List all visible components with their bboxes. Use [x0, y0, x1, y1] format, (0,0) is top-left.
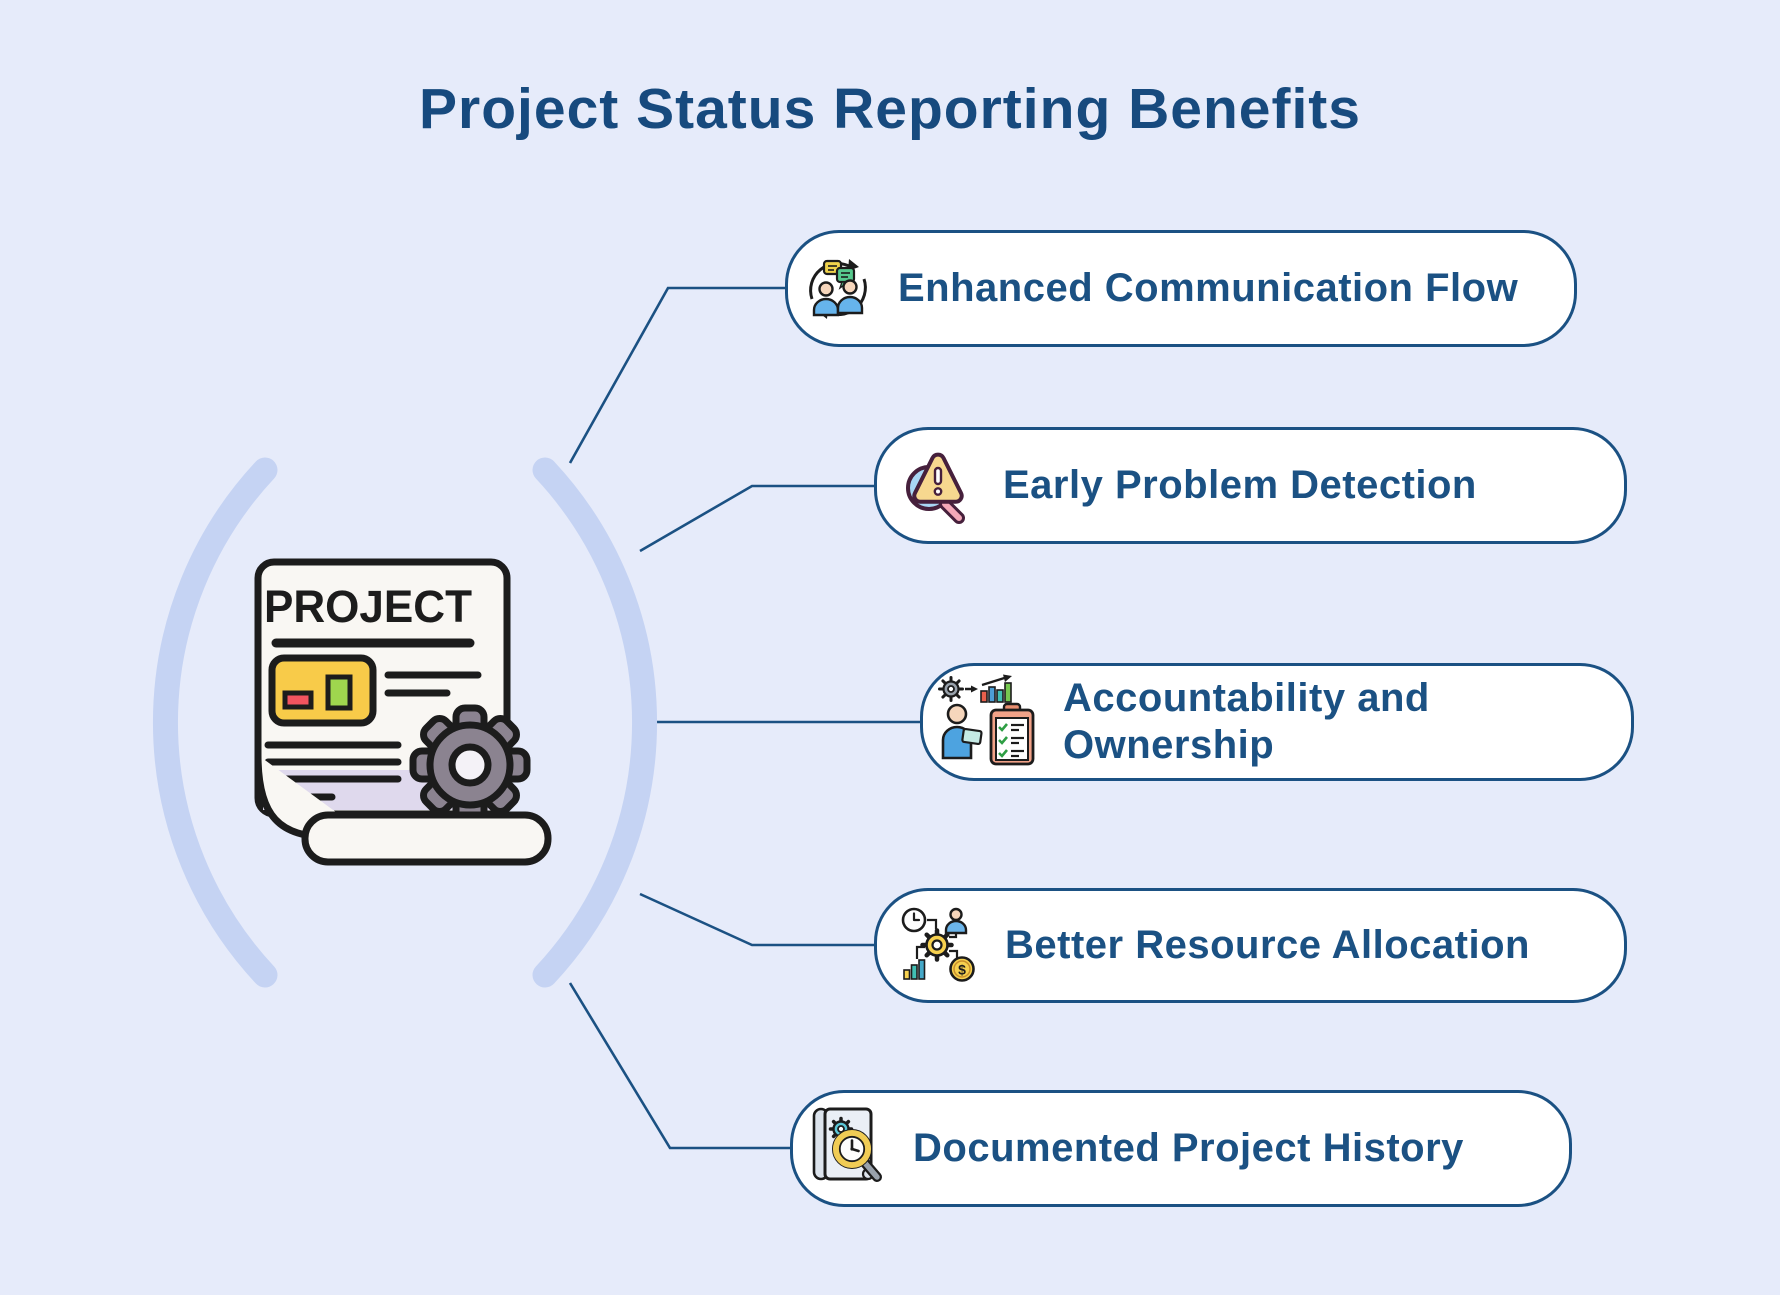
right-bracket — [532, 457, 657, 988]
svg-text:$: $ — [958, 961, 966, 977]
benefit-label: Early Problem Detection — [1003, 463, 1477, 508]
resource-flow-icon: $ — [899, 907, 979, 985]
benefit-box-accountability: Accountability and Ownership — [920, 663, 1634, 781]
benefit-box-communication: Enhanced Communication Flow — [785, 230, 1577, 347]
page-title: Project Status Reporting Benefits — [419, 77, 1361, 141]
benefit-label: Accountability and Ownership — [1063, 676, 1430, 767]
benefit-label: Documented Project History — [913, 1126, 1464, 1171]
benefit-label: Better Resource Allocation — [1005, 923, 1530, 968]
benefit-box-problem-detection: Early Problem Detection — [874, 427, 1627, 544]
communication-cycle-icon — [804, 255, 872, 323]
benefit-label: Enhanced Communication Flow — [898, 266, 1519, 311]
person-clipboard-icon — [937, 674, 1037, 770]
gear-icon — [409, 704, 531, 826]
document-title: PROJECT — [264, 581, 472, 632]
warning-magnifier-icon — [901, 448, 973, 524]
left-bracket — [153, 457, 278, 988]
center-illustration: PROJECT — [153, 457, 657, 988]
history-scroll-icon — [805, 1103, 891, 1195]
project-document-icon: PROJECT — [254, 558, 552, 866]
benefit-box-resource-allocation: $ Better Resource Allocation — [874, 888, 1627, 1003]
benefit-box-project-history: Documented Project History — [790, 1090, 1572, 1207]
